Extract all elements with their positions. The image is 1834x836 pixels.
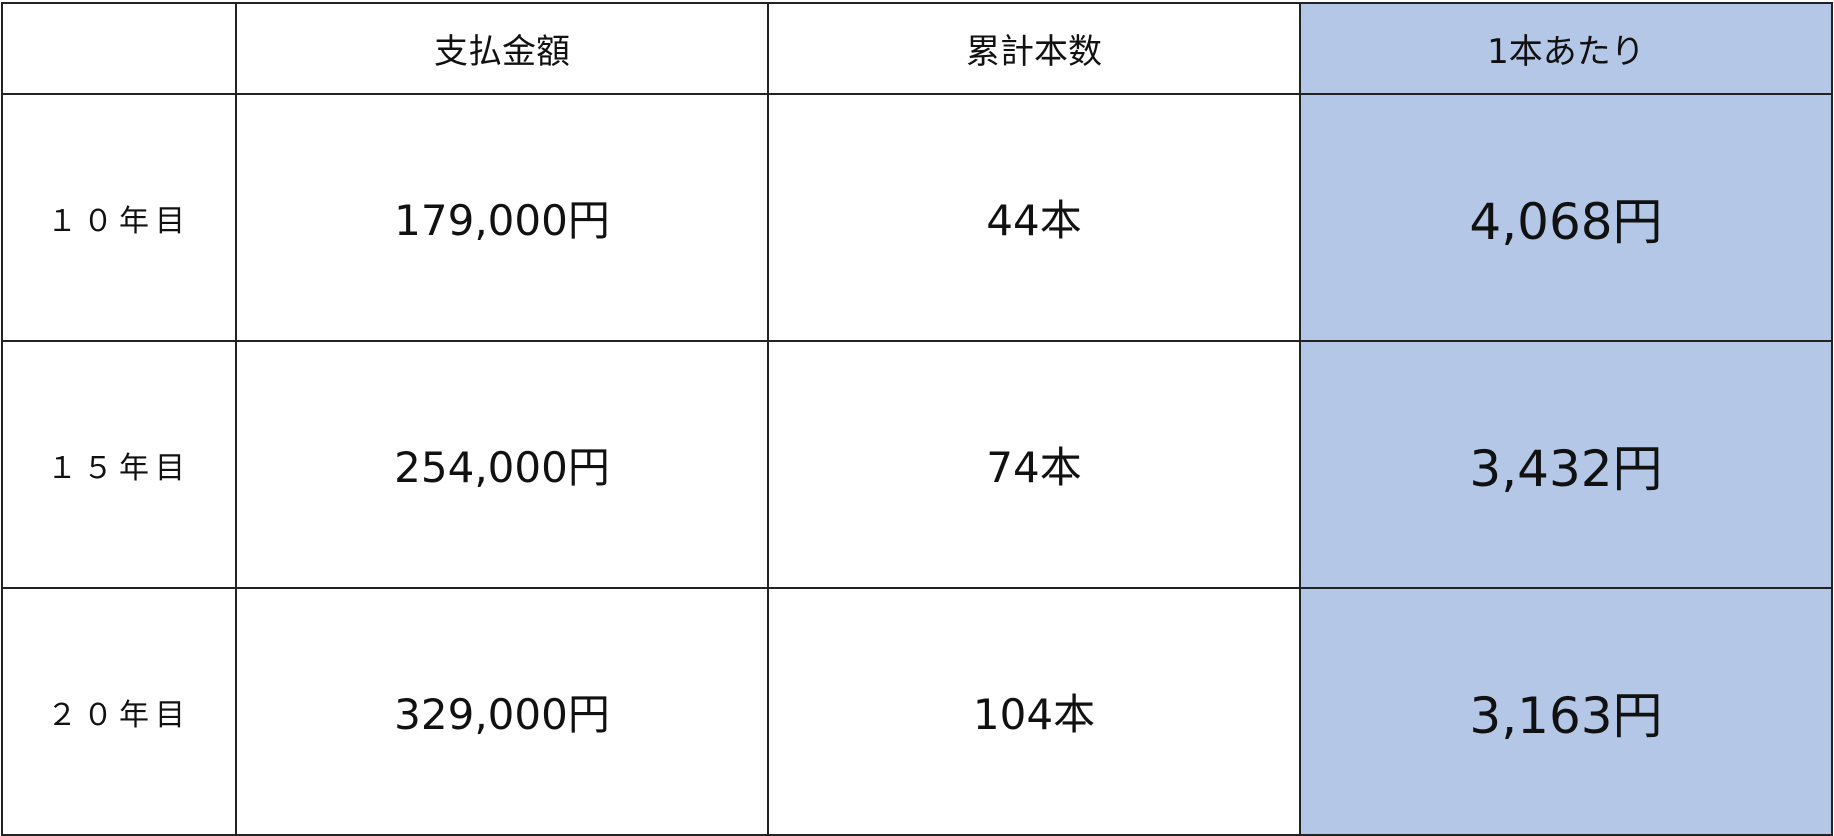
row-label: １０年目 [1, 93, 237, 342]
per-unit-cell: 3,432円 [1299, 340, 1833, 589]
count-cell: 44本 [767, 93, 1301, 342]
header-payment: 支払金額 [235, 2, 769, 95]
header-empty [1, 2, 237, 95]
payment-cell: 254,000円 [235, 340, 769, 589]
payment-cell: 179,000円 [235, 93, 769, 342]
count-cell: 74本 [767, 340, 1301, 589]
row-label: １５年目 [1, 340, 237, 589]
row-label: ２０年目 [1, 587, 237, 836]
payment-cell: 329,000円 [235, 587, 769, 836]
count-cell: 104本 [767, 587, 1301, 836]
header-row: 支払金額 累計本数 1本あたり [1, 2, 1833, 95]
header-per-unit: 1本あたり [1299, 2, 1833, 95]
per-unit-cell: 4,068円 [1299, 93, 1833, 342]
table-row: １５年目 254,000円 74本 3,432円 [1, 340, 1833, 589]
table-row: ２０年目 329,000円 104本 3,163円 [1, 587, 1833, 836]
table-row: １０年目 179,000円 44本 4,068円 [1, 93, 1833, 342]
header-count: 累計本数 [767, 2, 1301, 95]
per-unit-cell: 3,163円 [1299, 587, 1833, 836]
